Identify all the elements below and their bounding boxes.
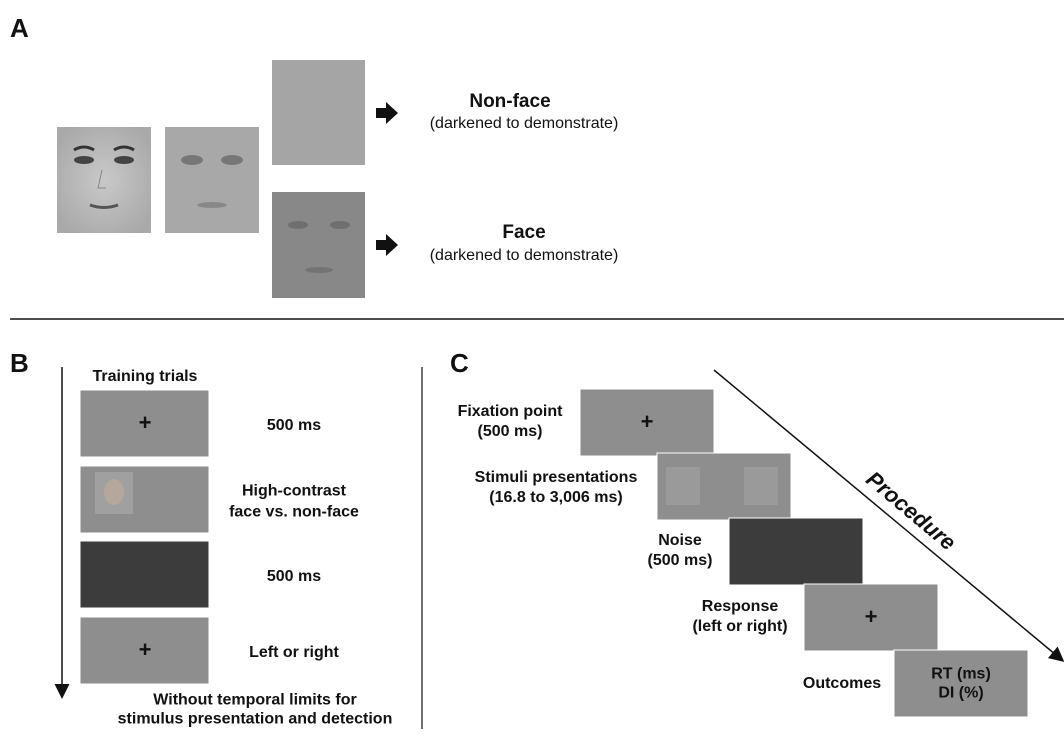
outcome-note: (darkened to demonstrate) [430, 247, 619, 264]
screen [893, 649, 1029, 718]
caption: High-contrast [242, 483, 347, 500]
stimulus-patch [744, 467, 778, 505]
heading: Training trials [93, 368, 198, 385]
caption: 500 ms [267, 568, 321, 585]
caption: face vs. non-face [229, 504, 359, 521]
screen-text: RT (ms) [931, 666, 991, 683]
outcome-title: Face [502, 222, 545, 243]
panel-label: A [10, 13, 29, 43]
screen [79, 540, 210, 609]
screen-text: + [865, 604, 878, 629]
caption: (500 ms) [648, 552, 713, 569]
screen-text: + [641, 409, 654, 434]
outcome-note: (darkened to demonstrate) [430, 115, 619, 132]
outcome-title: Non-face [469, 91, 550, 112]
procedure-label: Procedure [861, 466, 960, 555]
caption: Fixation point [458, 403, 564, 420]
procedure-arrow [713, 369, 1064, 662]
caption: 500 ms [267, 417, 321, 434]
screen [803, 583, 939, 652]
caption: Left or right [249, 644, 339, 661]
caption: Stimuli presentations [475, 469, 638, 486]
arrow [376, 102, 398, 124]
face-image [57, 127, 151, 233]
face-thumbnail [104, 479, 124, 505]
panel-label: C [450, 348, 469, 378]
caption: Outcomes [803, 675, 881, 692]
fixation-cross: + [139, 637, 152, 662]
screen [79, 616, 210, 685]
arrow [376, 234, 398, 256]
non-face-stimulus [272, 60, 365, 165]
caption: Without temporal limits for [153, 692, 356, 709]
screen [728, 517, 864, 586]
caption: Noise [658, 532, 702, 549]
screen [579, 388, 715, 457]
caption: (500 ms) [478, 423, 543, 440]
caption: Response [702, 598, 779, 615]
stimulus-patch [666, 467, 700, 505]
fixation-cross: + [139, 410, 152, 435]
screen [79, 389, 210, 458]
caption: stimulus presentation and detection [118, 711, 393, 728]
blurred-face-image [165, 127, 259, 233]
screen-text: DI (%) [938, 685, 983, 702]
face-stimulus [272, 192, 365, 298]
caption: (left or right) [692, 618, 787, 635]
caption: (16.8 to 3,006 ms) [489, 489, 622, 506]
panel-label: B [10, 348, 29, 378]
